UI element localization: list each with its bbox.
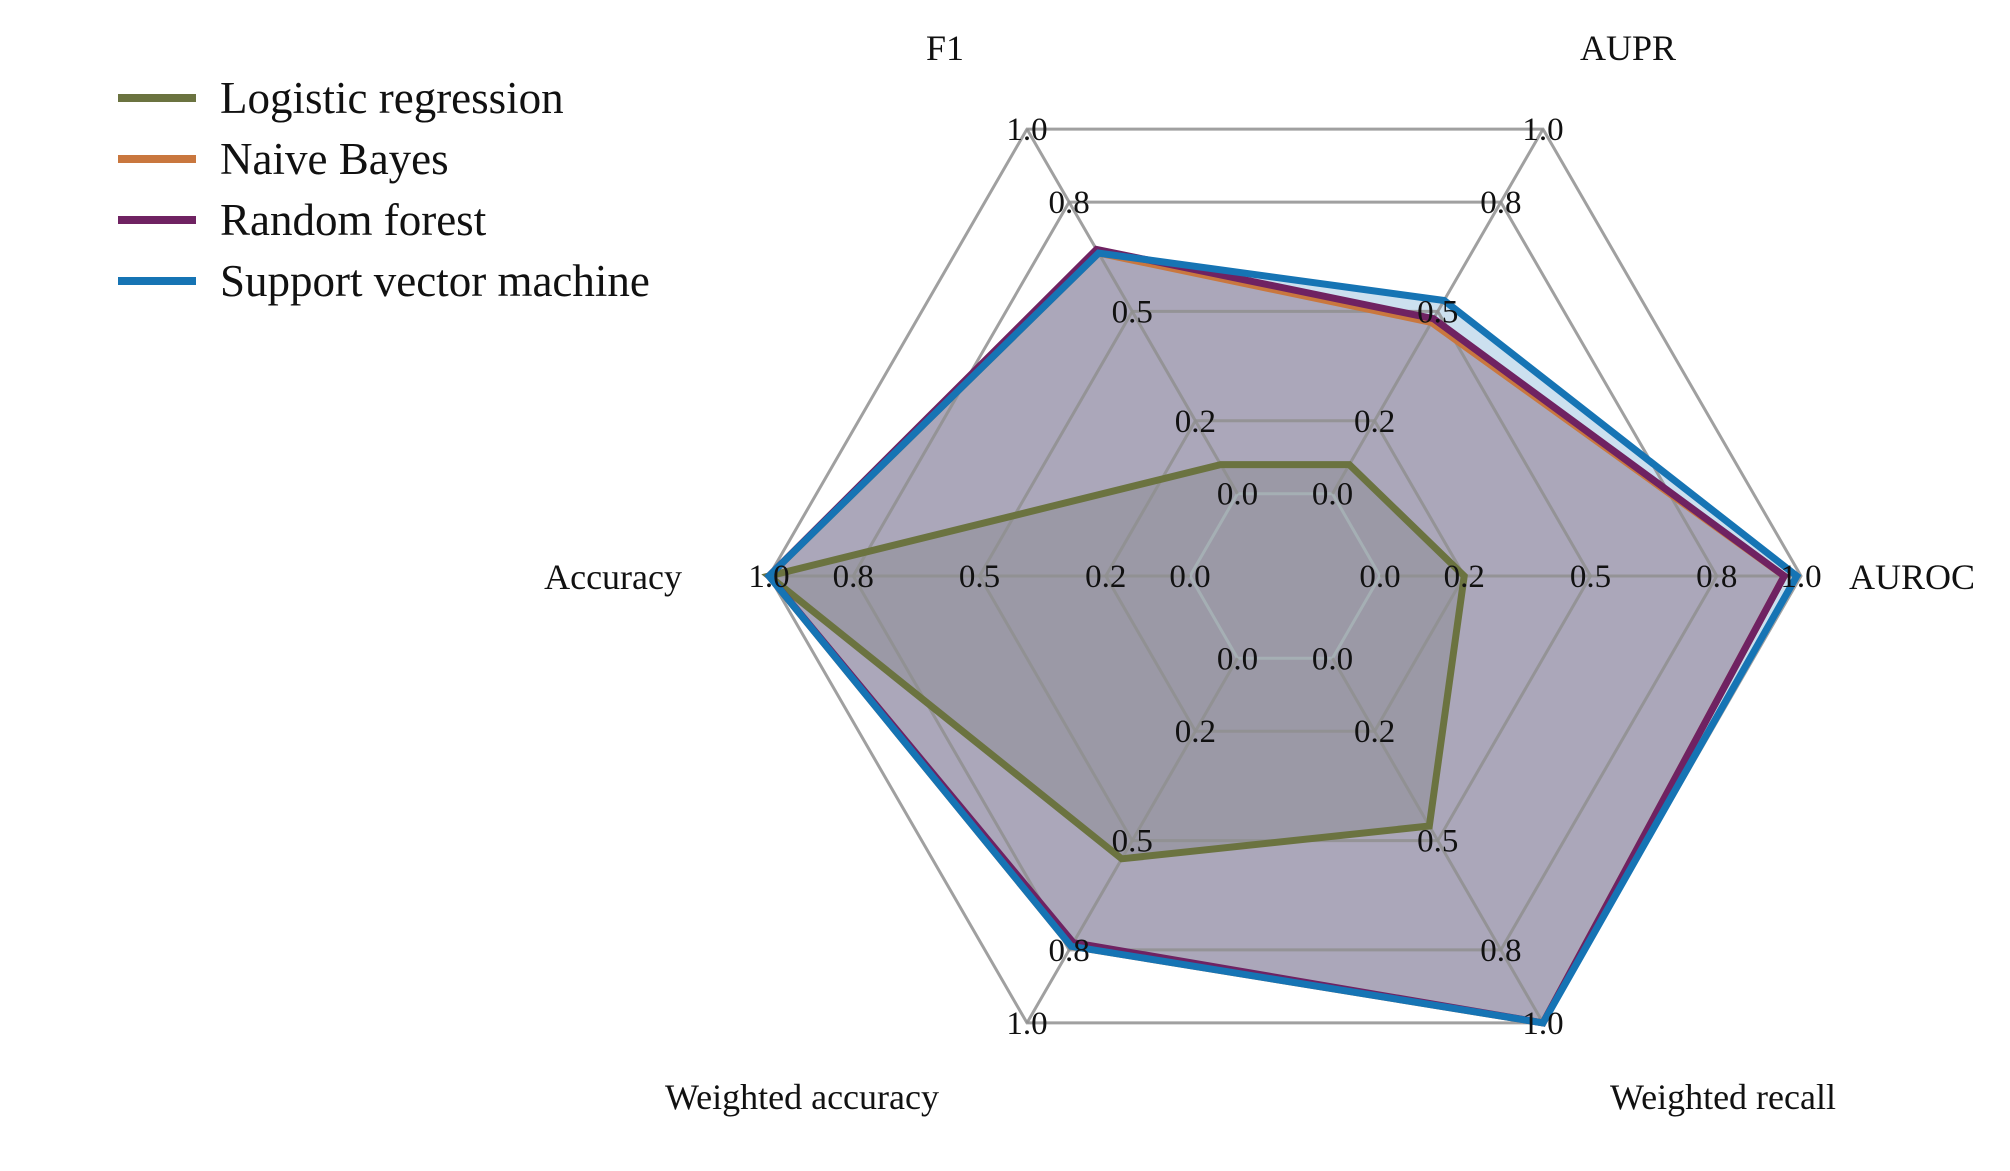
- series-fill-random-forest: [769, 249, 1785, 1023]
- tick-labels: 0.0 0.2 0.5 0.8 1.0 0.0 0.2 0.5 0.8 1.0 0.0 0.2 0.5 0…: [748, 112, 1821, 1042]
- tick-label: 0.2: [1175, 404, 1216, 440]
- legend-label-naive-bayes: Naive Bayes: [220, 134, 449, 184]
- series-fill-support-vector-machine: [769, 253, 1797, 1023]
- tick-label: 0.5: [1417, 294, 1458, 330]
- axis-label-f1: F1: [926, 28, 964, 68]
- legend-label-support-vector-machine: Support vector machine: [220, 256, 650, 306]
- tick-label: 0.5: [1570, 559, 1611, 595]
- legend-label-random-forest: Random forest: [220, 195, 487, 245]
- tick-label: 0.5: [959, 559, 1000, 595]
- tick-label: 1.0: [1006, 112, 1047, 148]
- tick-label: 0.5: [1112, 294, 1153, 330]
- series-line-support-vector-machine: [764, 249, 1802, 1027]
- legend: Logistic regression Naive Bayes Random for…: [118, 73, 650, 306]
- axis-labels: AUROC AUPR F1 Accuracy Weighted accuracy Weig…: [544, 28, 1975, 1117]
- radar-grid: [767, 127, 1803, 1025]
- tick-label: 0.0: [1169, 559, 1210, 595]
- tick-label: 1.0: [1522, 1006, 1563, 1042]
- spoke-aupr: [1331, 128, 1545, 495]
- tick-label: 0.5: [1112, 824, 1153, 860]
- tick-label: 0.8: [1480, 933, 1521, 969]
- tick-label: 1.0: [1006, 1006, 1047, 1042]
- axis-label-weighted-accuracy: Weighted accuracy: [665, 1077, 939, 1117]
- tick-label: 0.8: [1696, 559, 1737, 595]
- tick-label: 0.2: [1354, 404, 1395, 440]
- series-fill-logistic-regression: [769, 464, 1465, 859]
- tick-label: 0.0: [1217, 641, 1258, 677]
- axis-label-auroc: AUROC: [1849, 557, 1975, 597]
- spoke-f1: [1025, 128, 1239, 495]
- axis-label-weighted-recall: Weighted recall: [1610, 1077, 1836, 1117]
- tick-label: 0.0: [1217, 477, 1258, 513]
- tick-label: 1.0: [1780, 559, 1821, 595]
- series-fills: [769, 249, 1797, 1023]
- tick-label: 0.0: [1359, 559, 1400, 595]
- tick-label: 0.8: [1480, 185, 1521, 221]
- series-fill-naive-bayes: [769, 253, 1785, 1023]
- spoke-weighted-accuracy: [1025, 657, 1239, 1024]
- tick-label: 0.8: [1048, 933, 1089, 969]
- series-lines: [761, 245, 1802, 1027]
- tick-label: 0.0: [1312, 477, 1353, 513]
- tick-label: 0.2: [1444, 559, 1485, 595]
- tick-label: 0.0: [1312, 641, 1353, 677]
- axis-label-aupr: AUPR: [1580, 28, 1676, 68]
- legend-label-logistic-regression: Logistic regression: [220, 73, 564, 123]
- tick-label: 1.0: [1522, 112, 1563, 148]
- tick-label: 0.2: [1085, 559, 1126, 595]
- axis-label-accuracy: Accuracy: [544, 557, 682, 597]
- spoke-weighted-recall: [1331, 657, 1545, 1024]
- tick-label: 0.2: [1354, 714, 1395, 750]
- tick-label: 1.0: [748, 559, 789, 595]
- tick-label: 0.8: [1048, 185, 1089, 221]
- tick-label: 0.8: [833, 559, 874, 595]
- tick-label: 0.5: [1417, 824, 1458, 860]
- tick-label: 0.2: [1175, 714, 1216, 750]
